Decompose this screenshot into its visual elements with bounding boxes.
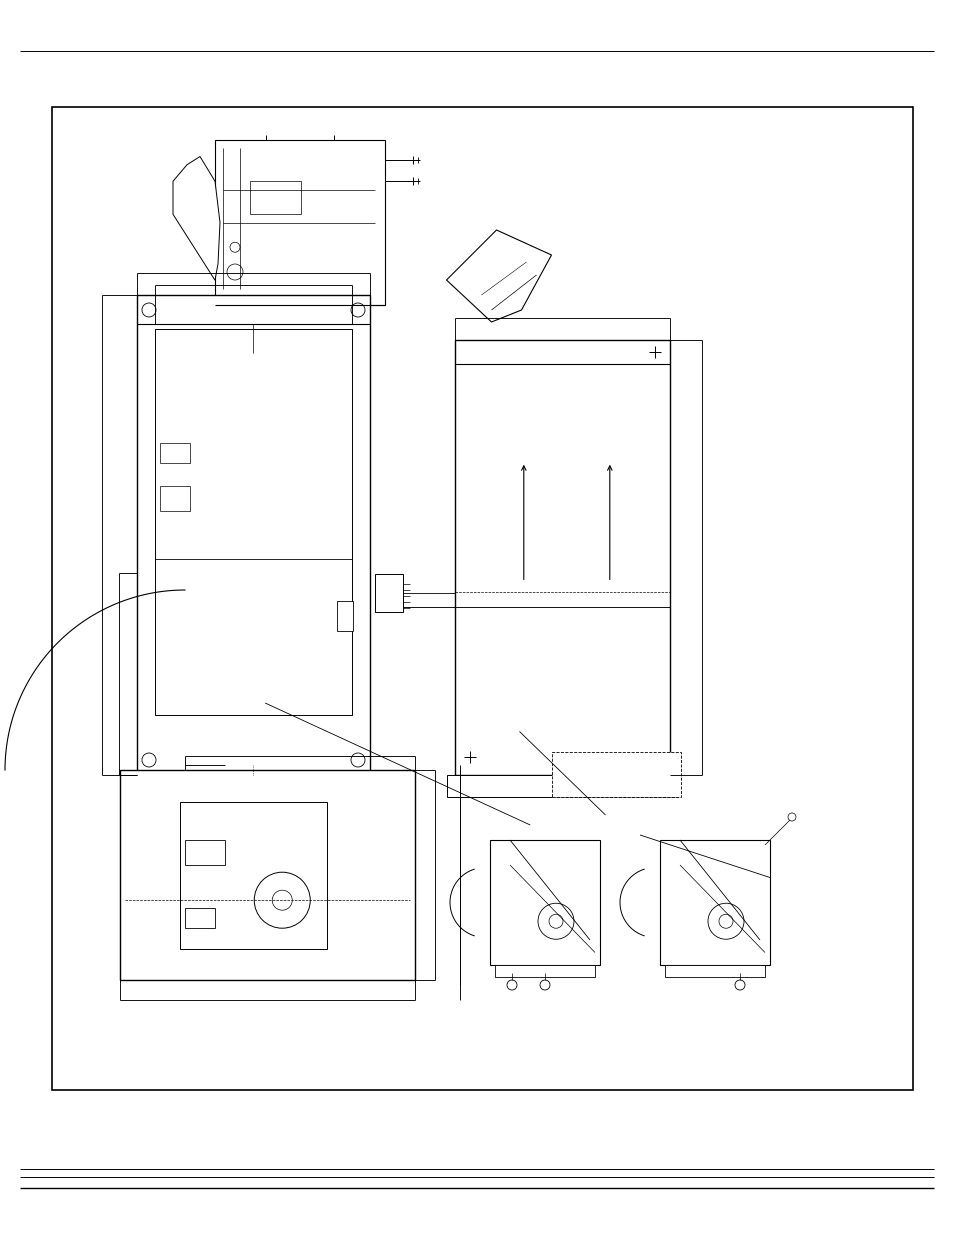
Bar	[495, 964, 595, 977]
Circle shape	[537, 904, 574, 940]
Bar	[551, 751, 680, 797]
Bar	[490, 841, 599, 964]
Bar	[154, 329, 352, 716]
Bar	[185, 907, 214, 927]
Circle shape	[254, 873, 310, 928]
Bar	[447, 775, 678, 797]
Circle shape	[142, 303, 156, 317]
Bar	[336, 600, 353, 631]
Circle shape	[230, 243, 240, 253]
Circle shape	[351, 303, 365, 317]
Bar	[185, 839, 225, 864]
Bar	[137, 295, 370, 775]
Circle shape	[506, 980, 517, 990]
Polygon shape	[446, 230, 551, 322]
Circle shape	[787, 813, 795, 821]
Polygon shape	[172, 156, 220, 280]
Bar	[180, 801, 327, 948]
Bar	[664, 964, 764, 977]
Circle shape	[272, 890, 292, 910]
Circle shape	[719, 914, 732, 928]
Circle shape	[142, 753, 156, 768]
Circle shape	[539, 980, 550, 990]
Bar	[120, 770, 415, 980]
Circle shape	[548, 914, 562, 928]
Circle shape	[227, 264, 243, 280]
Bar	[160, 487, 190, 511]
Circle shape	[707, 904, 743, 940]
Bar	[230, 305, 270, 323]
Bar	[160, 443, 190, 463]
Bar	[455, 340, 669, 775]
Bar	[250, 181, 301, 214]
Bar	[375, 573, 402, 612]
Bar	[659, 841, 769, 964]
Bar	[214, 140, 385, 305]
Bar	[52, 106, 912, 1089]
Bar	[142, 775, 365, 800]
Circle shape	[351, 753, 365, 768]
Circle shape	[734, 980, 744, 990]
